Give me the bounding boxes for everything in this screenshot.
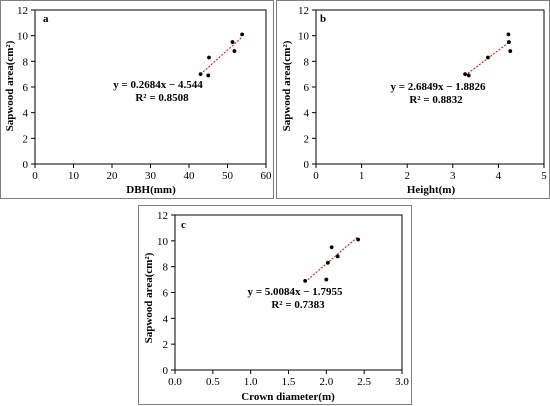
y-tick-label: 0 [304, 159, 310, 171]
panel-frame [138, 205, 412, 405]
x-tick-label: 10 [68, 170, 80, 182]
data-point [232, 49, 237, 53]
x-tick-label: 4 [496, 170, 502, 182]
x-tick-label: 30 [145, 170, 157, 182]
x-tick-label: 0 [32, 170, 38, 182]
y-tick-label: 0 [23, 159, 29, 171]
y-tick-label: 6 [163, 288, 169, 300]
y-tick-label: 6 [23, 82, 29, 94]
r-squared-label: R² = 0.7383 [271, 299, 325, 311]
plot-area-c: 0.0 0.5 1.0 1.5 2.0 2.5 3.0 0 2 4 6 8 10 12 [157, 210, 409, 388]
x-tick-label: 2.5 [357, 376, 371, 388]
plot-area-a: 0 10 20 30 40 50 60 0 2 4 6 8 10 12 [17, 5, 272, 182]
y-tick-label: 6 [304, 82, 310, 94]
panel-c: c Sapwood area(cm²) Crown diameter(m) y … [138, 205, 412, 405]
data-point [324, 277, 329, 282]
data-point [325, 260, 330, 265]
data-point [463, 72, 468, 77]
x-tick-label: 5 [541, 170, 547, 182]
y-tick-label: 12 [298, 5, 309, 17]
x-tick-label: 0.0 [168, 376, 182, 388]
data-point [207, 55, 211, 60]
y-axis-label: Sapwood area(cm²) [4, 40, 16, 131]
y-tick-label: 4 [163, 313, 169, 325]
panel-letter: c [181, 219, 186, 231]
x-tick-label: 2.0 [319, 376, 333, 388]
y-tick-label: 0 [163, 365, 169, 377]
data-point [508, 49, 513, 53]
x-tick-label: 60 [261, 170, 273, 182]
x-tick-label: 1 [359, 170, 365, 182]
y-tick-label: 8 [304, 56, 310, 68]
data-point [506, 40, 511, 44]
trendline [304, 236, 359, 283]
y-tick-label: 10 [298, 31, 310, 43]
data-point [240, 32, 245, 37]
y-axis-label: Sapwood area(cm²) [281, 40, 293, 131]
x-tick-label: 3 [450, 170, 456, 182]
x-axis-label: Crown diameter(m) [241, 391, 335, 403]
trendline-equation: y = 5.0084x − 1.7955 [247, 286, 343, 298]
data-point [230, 40, 235, 44]
y-tick-label: 8 [163, 262, 169, 274]
x-tick-label: 50 [222, 170, 234, 182]
data-point [303, 278, 308, 283]
panel-frame [276, 0, 550, 199]
x-tick-label: 1.5 [282, 376, 296, 388]
x-tick-label: 20 [107, 170, 119, 182]
data-point [486, 55, 490, 60]
data-point [335, 254, 340, 259]
trendline-equation: y = 2.6849x − 1.8826 [390, 81, 486, 93]
y-tick-label: 12 [157, 210, 168, 222]
y-tick-label: 4 [23, 108, 29, 120]
data-point [466, 73, 471, 78]
panel-letter: b [320, 13, 326, 25]
data-point [329, 245, 334, 250]
data-point [356, 237, 361, 242]
r-squared-label: R² = 0.8832 [409, 94, 463, 106]
panel-b: b Sapwood area(cm²) Height(m) y = 2.6849… [276, 0, 550, 199]
x-tick-label: 0 [313, 170, 319, 182]
x-tick-label: 1.0 [244, 376, 258, 388]
data-point [198, 72, 203, 77]
y-tick-label: 10 [157, 236, 169, 248]
panel-letter: a [43, 13, 49, 25]
data-point [506, 32, 511, 37]
x-tick-label: 40 [184, 170, 196, 182]
y-tick-label: 8 [23, 56, 29, 68]
y-axis-label: Sapwood area(cm²) [143, 252, 155, 343]
y-tick-label: 4 [304, 108, 310, 120]
x-tick-label: 2 [404, 170, 410, 182]
r-squared-label: R² = 0.8508 [135, 92, 189, 104]
y-tick-label: 10 [17, 31, 29, 43]
panel-a: a Sapwood area(cm²) DBH(mm) y = 0.2684x … [0, 0, 274, 199]
y-tick-label: 2 [163, 339, 169, 351]
y-tick-label: 12 [17, 5, 28, 17]
trendline-equation: y = 0.2684x − 4.544 [113, 79, 203, 91]
data-point [206, 73, 211, 78]
y-tick-label: 2 [304, 133, 310, 145]
y-tick-label: 2 [23, 133, 29, 145]
x-tick-label: 3.0 [395, 376, 409, 388]
trendline [200, 36, 243, 75]
x-axis-label: Height(m) [407, 184, 456, 196]
x-tick-label: 0.5 [206, 376, 220, 388]
x-axis-label: DBH(mm) [126, 184, 176, 196]
